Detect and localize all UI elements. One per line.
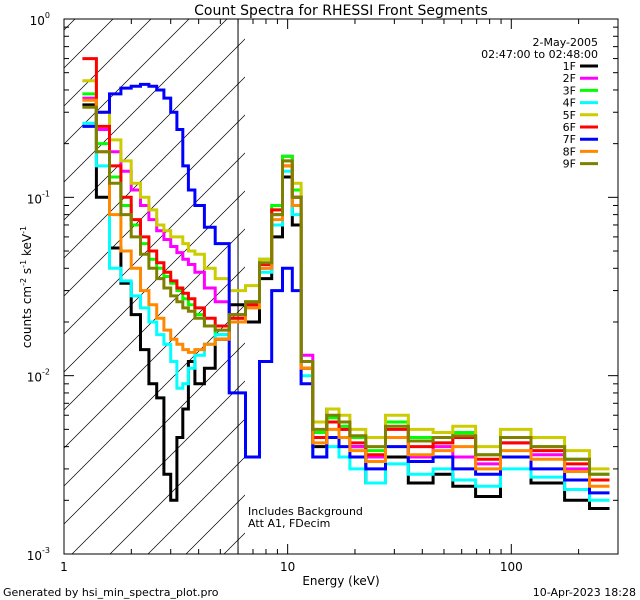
series-group (82, 57, 610, 510)
series-6F (82, 57, 610, 482)
y-tick-exponent: 0 (45, 11, 50, 20)
footer-timestamp: 10-Apr-2023 18:28 (533, 586, 636, 599)
series-1F (82, 103, 610, 510)
legend-label-5F: 5F (563, 109, 576, 122)
x-tick-label: 1 (60, 560, 68, 574)
axes: 1 10 100 10-3 10-2 10-1 100 (27, 11, 618, 574)
plot-frame (63, 18, 619, 555)
y-tick-label: 10-1 (27, 189, 50, 206)
legend-label-6F: 6F (563, 121, 576, 134)
hatch-line (64, 228, 245, 411)
legend-label-9F: 9F (563, 158, 576, 171)
y-axis-label-part: keV (20, 233, 34, 260)
x-axis-label: Energy (keV) (302, 574, 379, 588)
legend-label-8F: 8F (563, 145, 576, 158)
series-9F (82, 105, 610, 476)
y-tick-exponent: -2 (42, 368, 50, 377)
hatch-line (64, 19, 152, 107)
y-axis-label-exp: -1 (19, 226, 28, 234)
hatch-line (64, 76, 245, 259)
legend-label-2F: 2F (563, 72, 576, 85)
y-axis-label-part: s (20, 268, 34, 278)
series-7F (82, 82, 610, 495)
hatch-line (147, 456, 245, 554)
y-tick-label: 10-2 (27, 368, 50, 385)
y-axis-label-part: counts cm (20, 286, 34, 348)
hatch-line (109, 418, 245, 554)
hatch-line (64, 304, 245, 487)
x-tick-label: 100 (500, 560, 523, 574)
hatch-line (64, 38, 245, 221)
hatch-line (64, 190, 245, 373)
y-axis-label: counts cm-2 s-1 keV-1 (19, 226, 34, 348)
y-tick-label: 10-3 (27, 546, 50, 563)
annotation-attenuator: Att A1, FDecim (248, 517, 330, 530)
y-axis-label-exp: -2 (19, 278, 28, 286)
hatch-line (64, 114, 245, 297)
y-tick-label: 100 (30, 11, 50, 28)
hatch-line (64, 19, 228, 183)
series-4F (82, 121, 610, 502)
series-8F (82, 98, 610, 488)
chart-title: Count Spectra for RHESSI Front Segments (194, 3, 488, 19)
hatch-line (64, 342, 245, 525)
footer-generated-by: Generated by hsi_min_spectra_plot.pro (3, 586, 219, 599)
legend-date: 2-May-2005 (533, 36, 598, 49)
hatch-line (64, 19, 76, 31)
hatch-line (64, 152, 245, 335)
y-axis-label-exp: -1 (19, 260, 28, 268)
series-3F (82, 92, 610, 476)
legend-label-3F: 3F (563, 84, 576, 97)
annotation-background: Includes Background (248, 505, 363, 518)
legend-label-7F: 7F (563, 133, 576, 146)
legend-label-1F: 1F (563, 60, 576, 73)
legend-label-4F: 4F (563, 97, 576, 110)
x-tick-label: 10 (280, 560, 295, 574)
y-tick-exponent: -3 (42, 546, 50, 555)
legend-time-range: 02:47:00 to 02:48:00 (481, 48, 598, 61)
y-tick-exponent: -1 (42, 189, 50, 198)
